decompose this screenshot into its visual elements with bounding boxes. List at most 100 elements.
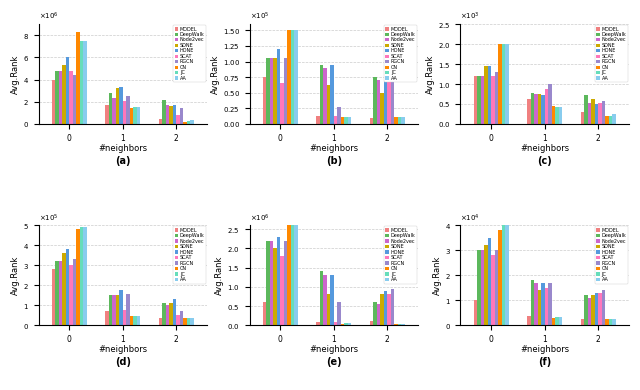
Legend: MODEL, DeepWalk, Node2vec, SDNE, HONE, SCAT, RGCN, CN, JC, AA: MODEL, DeepWalk, Node2vec, SDNE, HONE, S… <box>173 226 206 284</box>
Bar <box>505 225 509 325</box>
Bar <box>605 319 609 325</box>
Bar <box>323 68 327 124</box>
Bar <box>63 253 66 325</box>
Bar <box>555 107 559 124</box>
Bar <box>190 119 194 124</box>
Bar <box>330 275 333 325</box>
Bar <box>137 107 140 124</box>
Bar <box>173 105 176 124</box>
Bar <box>83 227 87 325</box>
Y-axis label: Avg.Rank: Avg.Rank <box>11 255 20 295</box>
Y-axis label: Avg.Rank: Avg.Rank <box>11 54 20 94</box>
Bar <box>52 269 56 325</box>
Bar <box>83 41 87 124</box>
Bar <box>176 115 180 124</box>
Bar <box>159 119 163 124</box>
Bar <box>531 280 534 325</box>
Bar <box>263 302 266 325</box>
Bar <box>109 93 113 124</box>
Bar <box>190 318 194 325</box>
Bar <box>187 121 190 124</box>
Bar <box>387 294 390 325</box>
Text: (a): (a) <box>115 156 131 166</box>
Bar <box>559 317 562 325</box>
Bar <box>598 103 602 124</box>
Bar <box>284 241 287 325</box>
Bar <box>277 49 280 124</box>
Bar <box>481 250 484 325</box>
Bar <box>484 245 488 325</box>
Bar <box>187 318 190 325</box>
Bar <box>183 122 187 124</box>
Bar <box>609 319 612 325</box>
Bar <box>316 322 320 325</box>
Bar <box>66 249 69 325</box>
Legend: MODEL, DeepWalk, Node2vec, SDNE, HONE, SCAT, RGCN, CN, JC, AA: MODEL, DeepWalk, Node2vec, SDNE, HONE, S… <box>595 25 628 82</box>
Bar <box>488 66 492 124</box>
Bar <box>273 248 277 325</box>
Bar <box>598 293 602 325</box>
Bar <box>612 114 616 124</box>
Bar <box>123 310 126 325</box>
Bar <box>126 96 130 124</box>
Bar <box>163 303 166 325</box>
Bar <box>76 32 80 124</box>
Y-axis label: Avg.Rank: Avg.Rank <box>426 54 435 94</box>
Bar <box>266 58 270 124</box>
Bar <box>377 304 380 325</box>
Legend: MODEL, DeepWalk, Node2vec, SDNE, HONE, SCAT, RGCN, CN, JC, AA: MODEL, DeepWalk, Node2vec, SDNE, HONE, S… <box>595 226 628 284</box>
Bar <box>492 255 495 325</box>
Bar <box>56 71 59 124</box>
Bar <box>69 71 73 124</box>
Bar <box>474 76 477 124</box>
Bar <box>287 202 291 325</box>
Bar <box>340 324 344 325</box>
Bar <box>159 318 163 325</box>
Bar <box>263 77 266 124</box>
Bar <box>584 95 588 124</box>
Y-axis label: Avg.Rank: Avg.Rank <box>433 255 442 295</box>
X-axis label: #neighbors: #neighbors <box>99 345 147 355</box>
Bar <box>130 108 133 124</box>
X-axis label: #neighbors: #neighbors <box>99 144 147 153</box>
Bar <box>287 30 291 124</box>
X-axis label: #neighbors: #neighbors <box>309 144 358 153</box>
Bar <box>538 94 541 124</box>
Bar <box>106 311 109 325</box>
Bar <box>291 30 294 124</box>
Text: (c): (c) <box>538 156 552 166</box>
Bar <box>602 101 605 124</box>
Bar <box>605 116 609 124</box>
Bar <box>488 238 492 325</box>
Bar <box>370 321 373 325</box>
Bar <box>320 65 323 124</box>
Bar <box>166 105 170 124</box>
Bar <box>384 291 387 325</box>
Bar <box>273 58 277 124</box>
Bar <box>340 117 344 124</box>
Bar <box>73 259 76 325</box>
Bar <box>337 107 340 124</box>
Bar <box>333 117 337 124</box>
Bar <box>602 290 605 325</box>
X-axis label: #neighbors: #neighbors <box>520 345 569 355</box>
Bar <box>348 117 351 124</box>
Bar <box>492 76 495 124</box>
Bar <box>609 116 612 124</box>
Bar <box>390 79 394 124</box>
X-axis label: #neighbors: #neighbors <box>520 144 569 153</box>
Bar <box>270 58 273 124</box>
Bar <box>397 117 401 124</box>
Bar <box>498 230 502 325</box>
Bar <box>555 317 559 325</box>
Bar <box>498 44 502 124</box>
Bar <box>59 71 63 124</box>
Bar <box>180 311 183 325</box>
Bar <box>612 319 616 325</box>
Bar <box>484 66 488 124</box>
Bar <box>534 283 538 325</box>
Bar <box>133 316 137 325</box>
Bar <box>380 294 384 325</box>
Bar <box>109 295 113 325</box>
Bar <box>173 299 176 325</box>
